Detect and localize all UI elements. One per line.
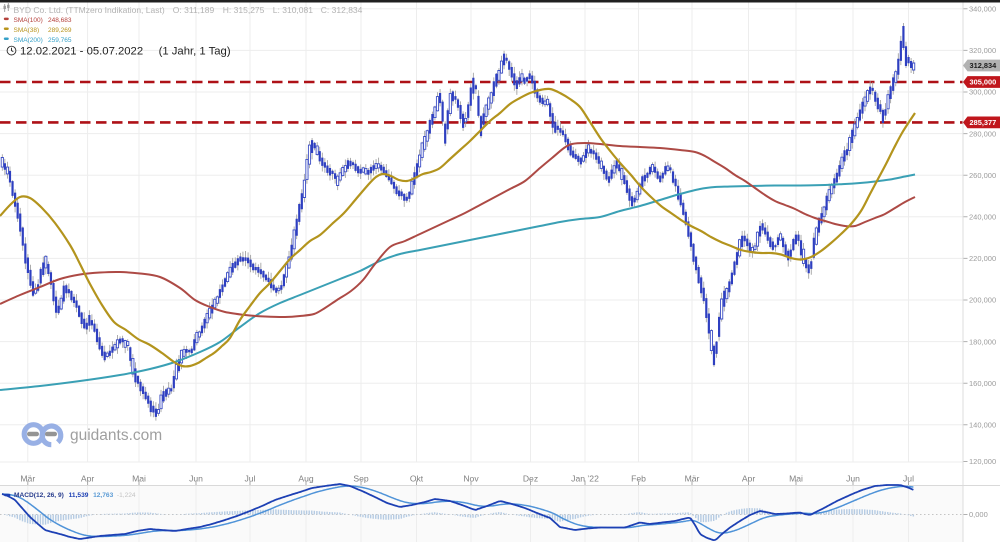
- svg-text:260,000: 260,000: [969, 171, 996, 180]
- svg-text:Mär: Mär: [20, 474, 35, 484]
- svg-text:guidants.com: guidants.com: [70, 427, 162, 444]
- svg-text:248,683: 248,683: [48, 17, 72, 24]
- svg-text:180,000: 180,000: [969, 337, 996, 346]
- svg-text:259,765: 259,765: [48, 37, 72, 44]
- svg-text:289,269: 289,269: [48, 27, 72, 34]
- svg-text:280,000: 280,000: [969, 129, 996, 138]
- svg-text:Dez: Dez: [523, 474, 538, 484]
- svg-text:Jan ’22: Jan ’22: [571, 474, 599, 484]
- svg-text:Apr: Apr: [81, 474, 95, 484]
- svg-text:Apr: Apr: [742, 474, 756, 484]
- svg-text:305,000: 305,000: [970, 78, 997, 87]
- svg-text:11,539: 11,539: [69, 492, 89, 499]
- svg-text:Nov: Nov: [463, 474, 479, 484]
- svg-text:140,000: 140,000: [969, 421, 996, 430]
- svg-text:0,000: 0,000: [969, 510, 988, 519]
- svg-text:320,000: 320,000: [969, 46, 996, 55]
- svg-text:340,000: 340,000: [969, 5, 996, 14]
- svg-text:Sep: Sep: [353, 474, 369, 484]
- svg-text:Mai: Mai: [789, 474, 803, 484]
- svg-text:Mär: Mär: [685, 474, 700, 484]
- svg-text:12.02.2021 - 05.07.2022: 12.02.2021 - 05.07.2022: [20, 46, 143, 58]
- svg-text:160,000: 160,000: [969, 379, 996, 388]
- svg-text:200,000: 200,000: [969, 296, 996, 305]
- svg-text:-1,224: -1,224: [117, 492, 136, 499]
- svg-text:(1 Jahr, 1 Tag): (1 Jahr, 1 Tag): [159, 46, 231, 58]
- svg-text:300,000: 300,000: [969, 88, 996, 97]
- svg-text:MACD(12, 26, 9): MACD(12, 26, 9): [14, 492, 64, 499]
- svg-text:SMA(200): SMA(200): [14, 37, 43, 44]
- svg-text:Jun: Jun: [846, 474, 860, 484]
- svg-text:Jul: Jul: [903, 474, 914, 484]
- svg-text:SMA(38): SMA(38): [14, 27, 40, 34]
- svg-text:220,000: 220,000: [969, 254, 996, 263]
- svg-text:SMA(100): SMA(100): [14, 17, 43, 24]
- svg-text:Jun: Jun: [189, 474, 203, 484]
- svg-text:Aug: Aug: [298, 474, 314, 484]
- svg-text:Jul: Jul: [245, 474, 256, 484]
- svg-text:312,834: 312,834: [970, 61, 998, 70]
- svg-text:285,377: 285,377: [970, 118, 997, 127]
- svg-text:Feb: Feb: [631, 474, 646, 484]
- svg-text:BYD Co. Ltd. (TTMzero Indikati: BYD Co. Ltd. (TTMzero Indikation, Last) O…: [14, 5, 363, 15]
- svg-text:Mai: Mai: [132, 474, 146, 484]
- svg-text:12,763: 12,763: [93, 492, 114, 499]
- svg-text:120,000: 120,000: [969, 457, 996, 466]
- svg-text:240,000: 240,000: [969, 213, 996, 222]
- svg-text:Okt: Okt: [410, 474, 424, 484]
